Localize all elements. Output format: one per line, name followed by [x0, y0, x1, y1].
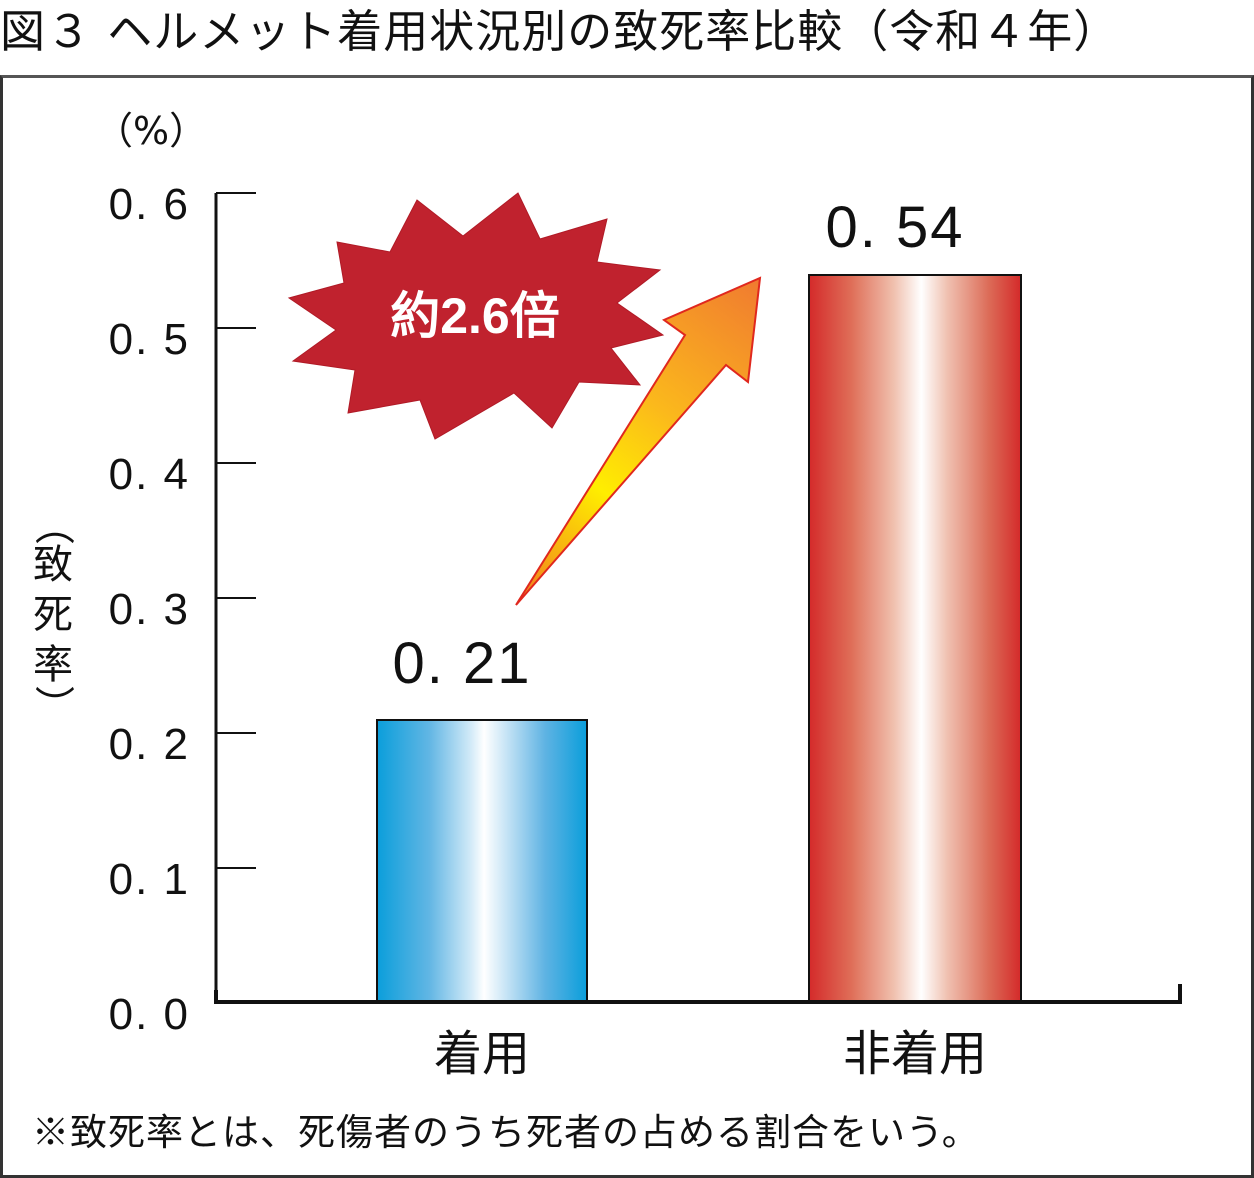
bar-value-label-not-worn: 0. 54 [825, 195, 965, 260]
y-tick-label: 0. 2 [108, 720, 190, 769]
y-axis-unit: （%） [95, 109, 208, 153]
x-category-label-not-worn: 非着用 [842, 1026, 987, 1082]
trend-arrow-icon [515, 276, 762, 606]
y-axis-label: （ 致 死 率 ） [28, 505, 78, 725]
x-axis-line [214, 984, 1182, 1004]
chart-title: 図３ ヘルメット着用状況別の致死率比較（令和４年） [0, 5, 1120, 58]
y-axis-label-close: ） [30, 685, 76, 725]
bar-value-label-worn: 0. 21 [392, 631, 532, 696]
y-tick-label: 0. 3 [108, 585, 190, 634]
starburst-icon [287, 192, 665, 440]
y-axis-label-char: 率 [33, 642, 73, 688]
x-category-label-worn: 着用 [433, 1026, 530, 1082]
y-tick-label: 0. 5 [108, 315, 190, 364]
y-axis-label-open: （ [30, 505, 76, 545]
y-tick-label: 0. 6 [108, 180, 190, 229]
y-axis-label-char: 死 [33, 592, 73, 638]
y-axis-ticks [216, 192, 256, 869]
bar-worn [376, 719, 588, 1004]
footnote: ※致死率とは、死傷者のうち死者の占める割合をいう。 [32, 1111, 980, 1154]
y-axis-label-char: 致 [33, 542, 73, 588]
y-tick-label: 0. 1 [108, 855, 190, 904]
y-tick-label: 0. 0 [108, 990, 190, 1039]
bar-not-worn [808, 274, 1022, 1004]
callout-ratio: 約2.6倍 [390, 288, 560, 344]
y-tick-label: 0. 4 [108, 450, 190, 499]
